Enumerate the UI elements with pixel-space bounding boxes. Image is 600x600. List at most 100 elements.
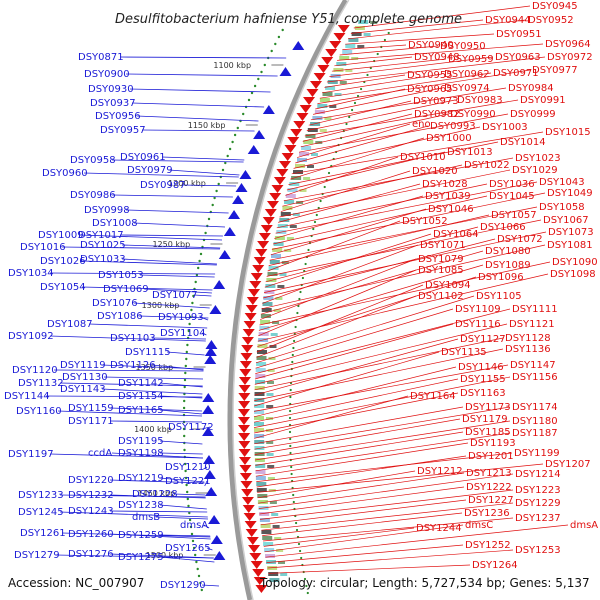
gene-label-left[interactable]: DSY1159 xyxy=(68,403,114,414)
gene-label-right[interactable]: DSY0990 xyxy=(450,109,496,120)
gene-label-right[interactable]: DSY1253 xyxy=(515,545,561,556)
gene-label-left[interactable]: DSY1033 xyxy=(80,254,126,265)
gene-label-left[interactable]: dmsA xyxy=(180,520,208,531)
gene-label-right[interactable]: DSY0962 xyxy=(444,69,490,80)
gene-label-right[interactable]: DSY1252 xyxy=(465,540,511,551)
gene-label-right[interactable]: DSY0952 xyxy=(528,15,574,26)
gene-label-left[interactable]: DSY0900 xyxy=(84,69,130,80)
gene-label-right[interactable]: DSY1193 xyxy=(470,438,516,449)
gene-label-right[interactable]: eno xyxy=(412,119,431,130)
gene-label-right[interactable]: DSY1085 xyxy=(418,265,464,276)
gene-label-right[interactable]: DSY0974 xyxy=(444,83,490,94)
gene-label-right[interactable]: DSY1015 xyxy=(545,127,591,138)
gene-label-left[interactable]: DSY1009 xyxy=(38,230,84,241)
gene-label-right[interactable]: DSY0940 xyxy=(408,40,454,51)
gene-label-right[interactable]: DSY1073 xyxy=(548,227,594,238)
gene-label-right[interactable]: DSY1121 xyxy=(509,319,555,330)
gene-label-left[interactable]: DSY1259 xyxy=(118,530,164,541)
gene-label-right[interactable]: DSY1187 xyxy=(512,428,558,439)
gene-label-right[interactable]: DSY1096 xyxy=(478,272,524,283)
gene-label-left[interactable]: DSY1092 xyxy=(8,331,54,342)
gene-label-right[interactable]: DSY0972 xyxy=(547,52,593,63)
gene-label-right[interactable]: DSY0991 xyxy=(520,95,566,106)
gene-label-right[interactable]: DSY1036 xyxy=(489,179,535,190)
gene-label-left[interactable]: DSY1119 xyxy=(60,360,106,371)
gene-label-right[interactable]: dmsA xyxy=(570,520,598,531)
gene-label-left[interactable]: DSY1142 xyxy=(118,378,164,389)
gene-label-left[interactable]: DSY1034 xyxy=(8,268,54,279)
gene-label-right[interactable]: DSY1081 xyxy=(547,240,593,251)
gene-label-right[interactable]: DSY1179 xyxy=(462,414,508,425)
gene-label-right[interactable]: DSY1155 xyxy=(460,374,506,385)
gene-label-left[interactable]: DSY0998 xyxy=(84,205,130,216)
gene-label-left[interactable]: DSY1154 xyxy=(118,391,164,402)
gene-label-left[interactable]: DSY1160 xyxy=(16,406,62,417)
gene-label-right[interactable]: DSY1064 xyxy=(433,229,479,240)
gene-label-right[interactable]: DSY0977 xyxy=(532,65,578,76)
gene-label-left[interactable]: DSY0986 xyxy=(70,190,116,201)
gene-label-left[interactable]: DSY1008 xyxy=(92,218,138,229)
gene-label-left[interactable]: DSY1115 xyxy=(125,347,171,358)
gene-label-right[interactable]: DSY1105 xyxy=(476,291,522,302)
gene-label-right[interactable]: DSY1128 xyxy=(505,333,551,344)
gene-label-right[interactable]: DSY0973 xyxy=(413,96,459,107)
gene-label-right[interactable]: DSY1127 xyxy=(460,334,506,345)
gene-label-right[interactable]: DSY1223 xyxy=(515,485,561,496)
gene-label-left[interactable]: DSY1093 xyxy=(158,312,204,323)
gene-label-left[interactable]: DSY1103 xyxy=(110,333,156,344)
gene-label-right[interactable]: DSY0965 xyxy=(407,84,453,95)
gene-label-right[interactable]: DSY0944 xyxy=(485,15,531,26)
gene-label-right[interactable]: DSY1029 xyxy=(512,165,558,176)
gene-label-left[interactable]: DSY1086 xyxy=(97,311,143,322)
gene-label-right[interactable]: DSY0999 xyxy=(510,109,556,120)
gene-label-right[interactable]: DSY1057 xyxy=(491,210,537,221)
gene-label-right[interactable]: DSY0993 xyxy=(430,121,476,132)
gene-label-left[interactable]: DSY1017 xyxy=(78,230,124,241)
gene-label-right[interactable]: DSY0983 xyxy=(457,95,503,106)
gene-label-right[interactable]: DSY1135 xyxy=(441,347,487,358)
gene-label-left[interactable]: DSY1233 xyxy=(18,490,64,501)
gene-label-left[interactable]: DSY1219 xyxy=(118,473,164,484)
gene-label-right[interactable]: DSY1090 xyxy=(552,257,598,268)
gene-label-right[interactable]: DSY1185 xyxy=(465,427,511,438)
gene-label-left[interactable]: DSY1172 xyxy=(168,422,214,433)
gene-label-left[interactable]: DSY1171 xyxy=(68,416,114,427)
gene-label-right[interactable]: DSY1147 xyxy=(510,360,556,371)
gene-label-left[interactable]: DSY1016 xyxy=(20,242,66,253)
gene-label-right[interactable]: DSY1201 xyxy=(468,451,514,462)
gene-label-right[interactable]: DSY1039 xyxy=(425,191,471,202)
gene-label-left[interactable]: DSY0958 xyxy=(70,155,116,166)
gene-label-right[interactable]: DSY0964 xyxy=(545,39,591,50)
gene-label-right[interactable]: DSY1045 xyxy=(489,191,535,202)
gene-label-right[interactable]: DSY1013 xyxy=(447,147,493,158)
gene-label-left[interactable]: DSY1069 xyxy=(103,284,149,295)
gene-label-left[interactable]: DSY1120 xyxy=(12,365,58,376)
gene-label-left[interactable]: DSY1265 xyxy=(165,543,211,554)
gene-label-left[interactable]: DSY1126 xyxy=(110,360,156,371)
gene-label-right[interactable]: DSY1214 xyxy=(515,469,561,480)
gene-label-right[interactable]: DSY0950 xyxy=(440,41,486,52)
gene-label-right[interactable]: DSY1058 xyxy=(539,202,585,213)
gene-label-right[interactable]: dmsC xyxy=(465,520,493,531)
gene-label-right[interactable]: DSY1066 xyxy=(480,222,526,233)
gene-label-left[interactable]: DSY1228 xyxy=(132,489,178,500)
gene-label-right[interactable]: DSY1229 xyxy=(515,498,561,509)
gene-label-left[interactable]: DSY1195 xyxy=(118,436,164,447)
gene-label-left[interactable]: DSY1143 xyxy=(60,384,106,395)
gene-label-right[interactable]: DSY1236 xyxy=(464,508,510,519)
gene-label-left[interactable]: ccdA xyxy=(88,448,112,459)
gene-label-left[interactable]: DSY1261 xyxy=(20,528,66,539)
gene-label-right[interactable]: DSY1212 xyxy=(417,466,463,477)
gene-label-left[interactable]: DSY0961 xyxy=(120,152,166,163)
gene-label-right[interactable]: DSY1213 xyxy=(466,468,512,479)
gene-label-right[interactable]: DSY1102 xyxy=(418,291,464,302)
gene-label-left[interactable]: DSY0957 xyxy=(100,125,146,136)
gene-label-right[interactable]: DSY1173 xyxy=(465,402,511,413)
gene-label-left[interactable]: DSY1132 xyxy=(18,378,64,389)
gene-label-left[interactable]: DSY1260 xyxy=(68,529,114,540)
gene-label-left[interactable]: DSY1076 xyxy=(92,298,138,309)
gene-label-right[interactable]: DSY1046 xyxy=(428,204,474,215)
gene-label-left[interactable]: DSY1279 xyxy=(14,550,60,561)
gene-label-left[interactable]: DSY1276 xyxy=(68,549,114,560)
gene-label-right[interactable]: DSY1089 xyxy=(485,260,531,271)
